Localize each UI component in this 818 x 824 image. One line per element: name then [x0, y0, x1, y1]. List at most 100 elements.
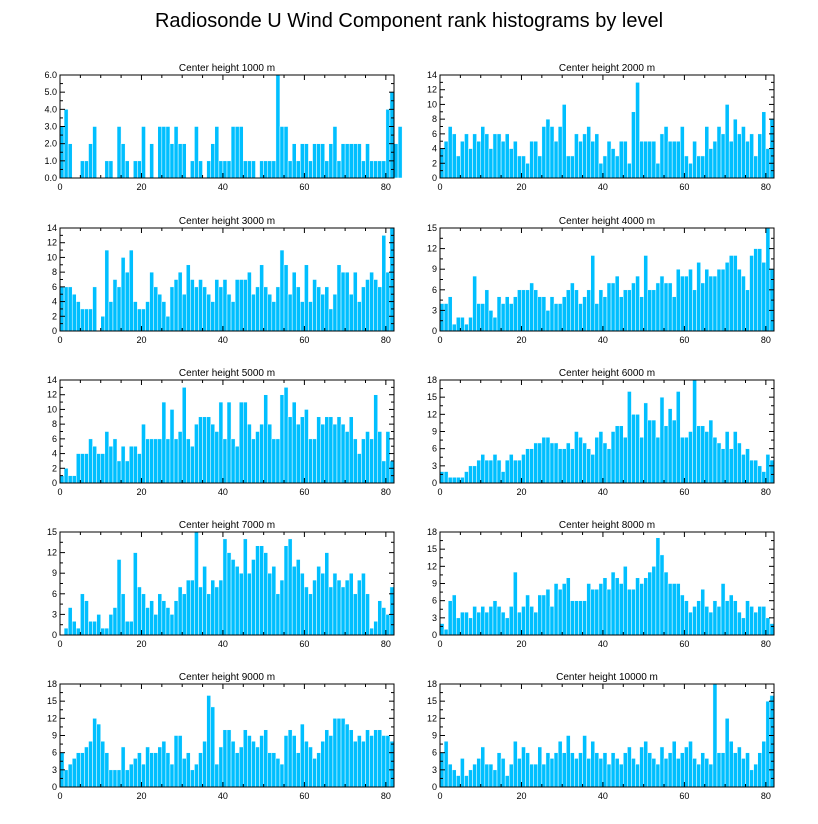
panel-1-bar — [291, 143, 297, 179]
panel-9-ytick-label: 9 — [52, 731, 57, 741]
panel-8-bar — [606, 588, 612, 636]
panel-2-bar — [688, 163, 693, 179]
panel-5-bar — [194, 423, 199, 484]
panel-3-xtick-label: 80 — [381, 335, 391, 345]
panel-5-bar — [222, 438, 228, 484]
panel-2-bar — [643, 140, 648, 179]
panel-1-ytick-label: 5.0 — [44, 87, 57, 97]
panel-6-bar — [696, 425, 701, 484]
panel-2-bar — [696, 155, 701, 179]
panel-1-bar — [348, 143, 354, 179]
panel-6-bar — [700, 425, 706, 484]
panel-4-bar — [749, 255, 754, 332]
panel-9-bar — [67, 763, 73, 788]
panel-2-bar — [578, 140, 583, 179]
panel-9-bar — [222, 729, 228, 788]
panel-5-bar — [112, 438, 118, 484]
panel-7-bar — [186, 579, 191, 636]
panel-5-bar — [332, 423, 338, 484]
panel-1-bar — [377, 160, 383, 179]
panel-6-bar — [655, 436, 661, 484]
panel-1-ytick-label: 4.0 — [44, 104, 57, 114]
panel-3-xtick-label: 60 — [299, 335, 309, 345]
panel-6-bar — [484, 459, 490, 484]
panel-10-bar — [741, 758, 746, 788]
panel-8-bar — [529, 606, 534, 636]
panel-6-bar — [737, 442, 742, 484]
panel-8-ytick-label: 15 — [427, 544, 437, 554]
panel-8-bar — [639, 583, 644, 636]
panel-8-bar — [557, 588, 563, 636]
panel-5-bar — [218, 401, 224, 484]
panel-1-ytick-label: 3.0 — [44, 122, 57, 132]
panel-4-bar — [610, 282, 616, 332]
panel-2-bar — [631, 111, 636, 179]
panel-1-bar — [133, 160, 138, 179]
panel-7-bar — [300, 572, 305, 636]
panel-9-bar — [145, 746, 150, 788]
panel-2-bar — [582, 133, 587, 179]
panel-9-bar — [124, 769, 130, 788]
panel-9-bar — [361, 740, 366, 788]
panel-4-bar — [675, 268, 681, 332]
panel-9-bar — [357, 735, 362, 788]
panel-8-bar — [643, 577, 648, 636]
panel-4-bar — [590, 255, 596, 332]
panel-10-bar — [504, 775, 510, 788]
panel-1-xtick-label: 40 — [218, 182, 228, 192]
panel-5-bar — [173, 438, 179, 484]
panel-5-bar — [76, 453, 81, 484]
panel-6-bar — [529, 448, 534, 484]
panel-7-bar — [116, 559, 122, 636]
panel-6-bar — [639, 436, 644, 484]
panel-2-bar — [508, 148, 514, 179]
panel-8-bar — [582, 600, 587, 636]
panel-5-bar — [63, 468, 69, 484]
panel-8-xtick-label: 80 — [761, 639, 771, 649]
panel-9-bar — [153, 752, 159, 788]
panel-2-bar — [513, 140, 518, 179]
panel-10-bar — [582, 735, 587, 788]
panel-6-bar — [464, 471, 469, 484]
panel-5-xtick-label: 20 — [136, 487, 146, 497]
panel-9-bar — [369, 735, 374, 788]
panel-2-ytick-label: 12 — [427, 85, 437, 95]
panel-10-bar — [688, 740, 693, 788]
panel-5-ytick-label: 8 — [52, 419, 57, 429]
panel-3-bar — [312, 279, 317, 332]
panel-7-bar — [63, 627, 69, 636]
panel-9-bar — [377, 729, 383, 788]
panel-3-bar — [300, 301, 305, 332]
panel-7-bar — [165, 607, 171, 636]
panel-6-bar — [578, 436, 583, 484]
panel-10-ytick-label: 3 — [432, 765, 437, 775]
panel-7-bar — [234, 566, 240, 636]
panel-8-ytick-label: 12 — [427, 561, 437, 571]
panel-1-bar — [353, 143, 358, 179]
panel-4-bar — [553, 303, 559, 332]
panel-2-bar — [500, 140, 506, 179]
panel-10-bar — [545, 752, 551, 788]
panel-2-bar — [610, 148, 616, 179]
panel-6-bar — [651, 419, 657, 484]
panel-3-bar — [137, 308, 142, 332]
panel-1-bar — [332, 126, 338, 179]
panel-7-bar — [377, 600, 383, 636]
panel-5-bar — [389, 460, 395, 484]
panel-4-bar — [443, 303, 449, 332]
panel-3-bar — [357, 301, 362, 332]
panel-4-bar — [500, 303, 506, 332]
panel-2-bar — [700, 155, 706, 179]
panel-2-bar — [586, 126, 591, 179]
panel-8-bar — [484, 611, 490, 636]
panel-3-bar — [304, 264, 309, 332]
panel-1-bar — [251, 160, 256, 179]
panel-6-xtick-label: 20 — [516, 487, 526, 497]
panel-1-bar — [104, 160, 110, 179]
panel-2-bar — [692, 140, 697, 179]
panel-8-bar — [488, 606, 494, 636]
panel-8-xtick-label: 20 — [516, 639, 526, 649]
panel-6-bar — [688, 431, 693, 484]
panel-7-bar — [344, 579, 350, 636]
panel-5-bar — [128, 445, 134, 484]
